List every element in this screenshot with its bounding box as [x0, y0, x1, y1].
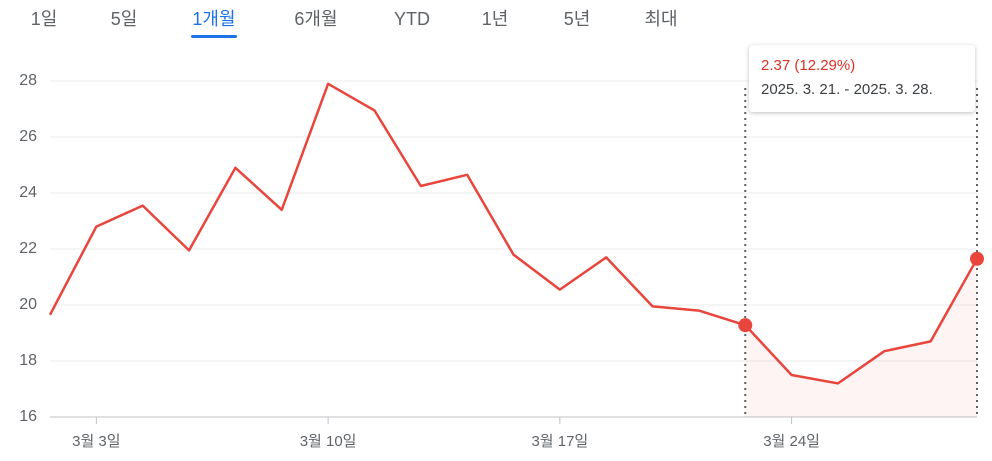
range-tab[interactable]: YTD: [394, 9, 430, 29]
range-tab[interactable]: 1년: [482, 9, 509, 29]
range-tab[interactable]: 6개월: [294, 9, 337, 29]
range-tab[interactable]: 5일: [111, 9, 138, 29]
tooltip-change: 2.37 (12.29%): [761, 57, 855, 74]
tooltip: 2.37 (12.29%) 2025. 3. 21. - 2025. 3. 28.: [749, 45, 975, 112]
y-tick-label: 22: [19, 240, 37, 257]
x-tick-label: 3월 10일: [300, 433, 357, 450]
range-tab[interactable]: 최대: [644, 9, 677, 29]
highlight-point: [970, 251, 984, 266]
range-tab[interactable]: 5년: [564, 9, 591, 29]
tooltip-range: 2025. 3. 21. - 2025. 3. 28.: [761, 81, 933, 98]
highlight-point: [738, 318, 753, 333]
highlight-area: [745, 258, 977, 417]
price-line: [48, 82, 979, 385]
x-tick-label: 3월 3일: [72, 433, 120, 450]
tab-underline: [191, 35, 237, 38]
y-tick-label: 26: [19, 128, 37, 145]
x-tick-label: 3월 17일: [531, 433, 588, 450]
range-tab[interactable]: 1개월: [192, 9, 235, 29]
y-tick-label: 20: [19, 296, 37, 313]
y-tick-label: 28: [19, 72, 37, 89]
x-tick-label: 3월 24일: [763, 433, 820, 450]
range-tab[interactable]: 1일: [31, 9, 58, 29]
y-tick-label: 24: [19, 184, 37, 201]
tooltip-box: [749, 45, 975, 112]
y-tick-label: 18: [19, 352, 37, 369]
y-tick-label: 16: [19, 408, 37, 425]
